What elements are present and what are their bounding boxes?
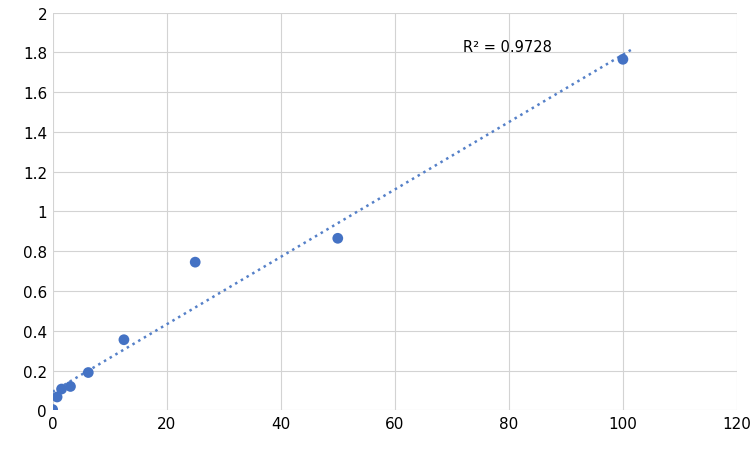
Point bbox=[617, 56, 629, 64]
Point bbox=[82, 369, 94, 376]
Point bbox=[118, 336, 130, 344]
Point bbox=[190, 259, 202, 266]
Point bbox=[56, 386, 68, 393]
Point bbox=[332, 235, 344, 242]
Point bbox=[47, 406, 59, 413]
Point bbox=[51, 394, 63, 401]
Text: R² = 0.9728: R² = 0.9728 bbox=[463, 40, 552, 55]
Point bbox=[65, 383, 77, 390]
